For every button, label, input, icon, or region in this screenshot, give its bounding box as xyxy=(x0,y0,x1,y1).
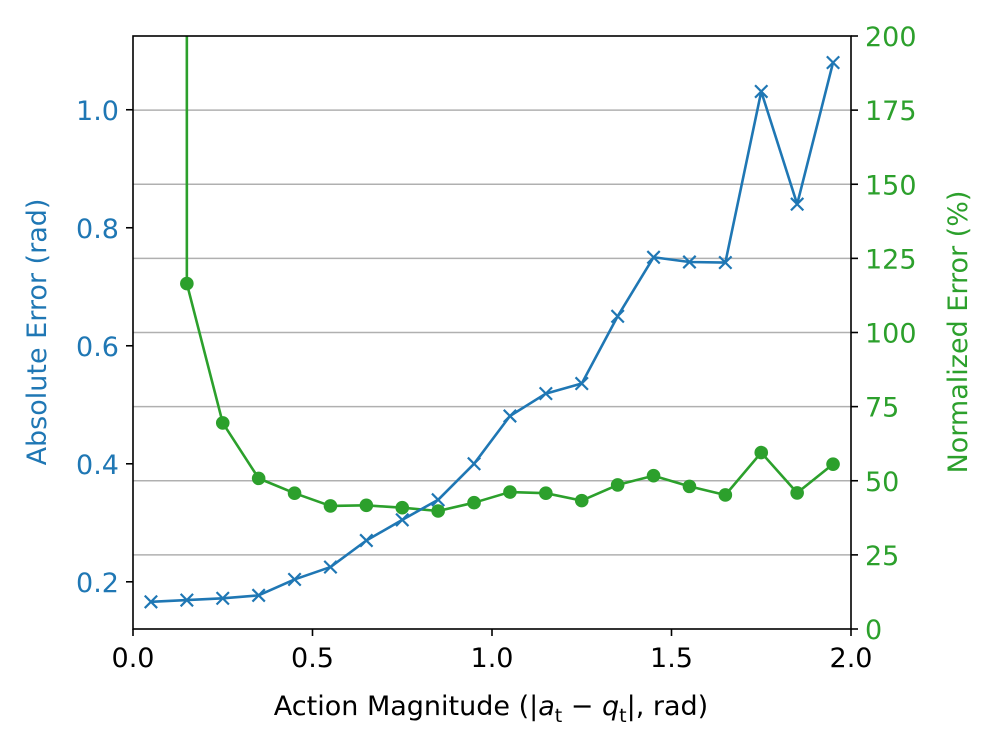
normalized-error-point xyxy=(574,493,589,508)
absolute-error-point xyxy=(754,84,769,99)
absolute-error-point xyxy=(359,533,374,548)
normalized-error-point xyxy=(215,416,230,430)
x-tick-label: 0.0 xyxy=(112,643,155,674)
normalized-error-point xyxy=(539,486,553,501)
absolute-error-point xyxy=(718,255,733,270)
normalized-error-line xyxy=(185,36,834,513)
normalized-error-point xyxy=(287,486,302,501)
absolute-error-point xyxy=(826,55,841,70)
x-axis-ticks: 0.0 0.5 1.0 1.5 2.0 xyxy=(112,629,873,674)
normalized-error-point xyxy=(467,495,481,510)
absolute-error-point xyxy=(323,560,338,575)
absolute-error-line xyxy=(150,62,835,604)
normalized-error-point xyxy=(610,478,625,492)
absolute-error-point xyxy=(538,386,553,401)
y-right-axis-ticks: 0 25 50 75 100 125 150 175 200 xyxy=(851,22,917,646)
normalized-error-point xyxy=(251,471,266,486)
normalized-error-point xyxy=(180,276,194,291)
x-tick-label: 1.0 xyxy=(471,643,514,674)
normalized-error-point xyxy=(682,479,697,494)
normalized-error-point xyxy=(359,498,374,513)
y-left-tick-label: 1.0 xyxy=(76,96,119,127)
absolute-error-point xyxy=(251,588,266,603)
absolute-error-point xyxy=(215,591,230,606)
absolute-error-point xyxy=(646,250,661,265)
y-left-tick-label: 0.8 xyxy=(76,214,119,245)
x-tick-label: 2.0 xyxy=(830,643,873,674)
absolute-error-point xyxy=(395,512,410,527)
absolute-error-point xyxy=(143,594,158,609)
absolute-error-point xyxy=(179,593,194,608)
absolute-error-point xyxy=(287,572,302,587)
y-right-tick-label: 200 xyxy=(865,22,917,53)
y-right-tick-label: 75 xyxy=(865,393,899,424)
y-left-tick-label: 0.6 xyxy=(76,332,119,363)
y-right-tick-label: 175 xyxy=(865,96,917,127)
normalized-error-point xyxy=(646,468,661,483)
absolute-error-point xyxy=(610,309,625,324)
y-right-tick-label: 100 xyxy=(865,319,917,350)
normalized-error-point xyxy=(431,504,445,518)
normalized-error-point xyxy=(754,445,769,460)
x-axis-label: Action Magnitude (|at − qt|, rad) xyxy=(274,691,708,727)
normalized-error-point xyxy=(790,486,804,500)
absolute-error-point xyxy=(574,376,589,391)
normalized-error-point xyxy=(503,485,517,499)
absolute-error-point xyxy=(467,456,482,471)
x-tick-label: 0.5 xyxy=(291,643,334,674)
y-right-tick-label: 25 xyxy=(865,541,899,572)
absolute-error-point xyxy=(682,255,697,269)
normalized-error-point xyxy=(826,457,840,471)
y-right-tick-label: 150 xyxy=(865,170,917,201)
y-right-tick-label: 0 xyxy=(865,615,882,646)
x-tick-label: 1.5 xyxy=(650,643,693,674)
y-right-tick-label: 50 xyxy=(865,467,899,498)
series-absolute-error xyxy=(143,55,841,609)
y-left-tick-label: 0.4 xyxy=(76,450,119,481)
y-right-axis-label: Normalized Error (%) xyxy=(943,191,974,474)
y-left-axis-label: Absolute Error (rad) xyxy=(22,199,53,466)
normalized-error-point xyxy=(323,499,338,513)
y-left-axis-ticks: 0.2 0.4 0.6 0.8 1.0 xyxy=(76,96,133,599)
y-right-tick-label: 125 xyxy=(865,244,917,275)
series-normalized-error xyxy=(180,36,840,518)
absolute-error-point xyxy=(502,409,517,423)
absolute-error-point xyxy=(790,197,805,212)
absolute-error-point xyxy=(431,492,446,507)
y-left-tick-label: 0.2 xyxy=(76,568,119,599)
normalized-error-point xyxy=(395,500,410,515)
normalized-error-point xyxy=(718,488,733,502)
